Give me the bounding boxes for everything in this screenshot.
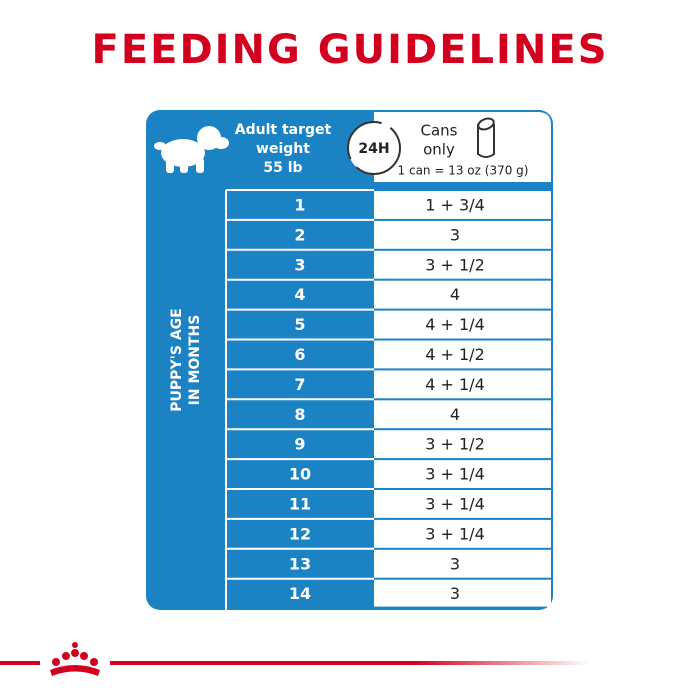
amount: 4 <box>450 285 460 304</box>
month: 4 <box>294 285 305 304</box>
can-size: 1 can = 13 oz (370 g) <box>398 164 529 178</box>
amount-cell <box>374 220 551 249</box>
amount: 4 <box>450 405 460 424</box>
month: 5 <box>294 315 305 334</box>
amount-cell <box>374 519 551 548</box>
can-icon <box>477 117 495 158</box>
amount-cell <box>374 430 551 459</box>
amount: 3 + 1/4 <box>425 465 485 484</box>
clock-icon <box>347 121 401 175</box>
amount-cell <box>374 191 551 219</box>
amount: 3 + 1/4 <box>425 524 485 543</box>
month: 12 <box>289 524 311 543</box>
amount-cell <box>374 400 551 429</box>
rows: 1 1 + 3/4 2 3 3 3 + 1/2 4 4 5 4 + 1/4 6 4 + 1/2 7 4 +… <box>225 189 551 610</box>
amount: 4 + 1/4 <box>425 375 485 394</box>
amount: 3 <box>450 554 460 573</box>
weight-header: Adult target weight 55 lb <box>235 122 332 176</box>
amount: 4 + 1/2 <box>425 345 485 364</box>
amount-cell <box>374 250 551 279</box>
month: 9 <box>294 435 305 454</box>
title: FEEDING GUIDELINES <box>92 27 609 73</box>
amount: 3 <box>450 584 460 603</box>
month: 11 <box>289 494 311 513</box>
amount-cell <box>374 370 551 399</box>
crown-logo <box>40 642 110 676</box>
month: 14 <box>289 584 311 603</box>
header-text: 55 lb <box>263 160 302 176</box>
header-text: Adult target <box>235 122 332 138</box>
amount-cell <box>374 460 551 488</box>
amount: 3 <box>450 225 460 244</box>
month: 6 <box>294 345 305 364</box>
puppy-icon <box>154 126 229 173</box>
side-label-text: IN MONTHS <box>187 315 203 406</box>
header-text: Cans <box>421 122 458 140</box>
side-label-text: PUPPY'S AGE <box>169 308 185 411</box>
month: 1 <box>294 195 305 214</box>
header-text: only <box>423 141 455 159</box>
period: 24H <box>358 141 389 157</box>
amount-cell <box>374 310 551 339</box>
header-text: weight <box>256 141 310 157</box>
month: 10 <box>289 465 311 484</box>
month: 3 <box>294 255 305 274</box>
amount-cell <box>374 340 551 369</box>
amount: 3 + 1/4 <box>425 494 485 513</box>
amount: 3 + 1/2 <box>425 255 485 274</box>
month: 13 <box>289 554 311 573</box>
header-cell <box>374 112 551 182</box>
amount-cell <box>374 490 551 518</box>
amount: 3 + 1/2 <box>425 435 485 454</box>
amount: 4 + 1/4 <box>425 315 485 334</box>
footer-line <box>0 661 590 665</box>
month: 8 <box>294 405 305 424</box>
amount: 1 + 3/4 <box>425 195 485 214</box>
month: 2 <box>294 225 305 244</box>
amount-cell <box>374 280 551 309</box>
amount-cell <box>374 549 551 578</box>
amount-cell <box>374 579 551 607</box>
month: 7 <box>294 375 305 394</box>
side-label: PUPPY'S AGE IN MONTHS <box>169 308 203 411</box>
